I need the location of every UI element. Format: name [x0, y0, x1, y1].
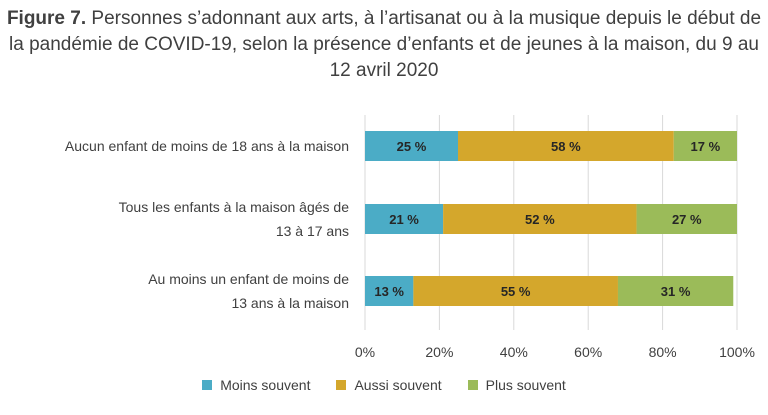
bar-value-label: 21 % — [389, 212, 419, 227]
bar-value-label: 58 % — [551, 139, 581, 154]
x-tick-label: 100% — [719, 344, 755, 360]
bar-segment — [673, 131, 737, 161]
chart-title: Figure 7. Personnes s’adonnant aux arts,… — [0, 6, 768, 84]
bar-value-label: 13 % — [374, 284, 404, 299]
bar-segment — [365, 204, 444, 234]
legend-swatch — [202, 380, 213, 390]
bar-value-label: 31 % — [661, 284, 691, 299]
legend-item: Plus souvent — [467, 375, 566, 395]
figure-number: Figure 7. — [6, 8, 87, 29]
bar-value-label: 27 % — [672, 212, 702, 227]
legend-item: Moins souvent — [202, 375, 310, 395]
x-tick-label: 40% — [500, 344, 528, 360]
bar-segment — [636, 204, 737, 234]
legend-label: Plus souvent — [485, 377, 566, 393]
category-label: 13 ans à la maison — [231, 295, 349, 311]
legend-item: Aussi souvent — [336, 375, 442, 395]
legend-label: Moins souvent — [220, 377, 311, 393]
x-tick-label: 60% — [574, 344, 602, 360]
bar-segment — [443, 204, 637, 234]
bar-segment — [617, 276, 734, 306]
legend: Moins souvent Aussi souvent Plus souvent — [0, 375, 768, 395]
x-tick-label: 80% — [649, 344, 677, 360]
bar-segment — [458, 131, 674, 161]
chart: 0% 20% 40% 60% 80% 100% 25 % 58 % 17 % Aucun enfa… — [65, 115, 755, 360]
x-tick-label: 0% — [355, 344, 375, 360]
bar-segment — [413, 276, 618, 306]
category-label: Tous les enfants à la maison âgés de — [119, 199, 350, 215]
legend-swatch — [336, 380, 347, 390]
category-label: Aucun enfant de moins de 18 ans à la mai… — [65, 138, 349, 154]
bar-segment — [365, 131, 458, 161]
category-label: Au moins un enfant de moins de — [148, 271, 349, 287]
x-tick-label: 20% — [425, 344, 453, 360]
bar-segment — [365, 276, 414, 306]
bar-value-label: 52 % — [525, 212, 555, 227]
category-label: 13 à 17 ans — [276, 223, 349, 239]
legend-label: Aussi souvent — [354, 377, 442, 393]
title-text: Personnes s’adonnant aux arts, à l’artis… — [9, 8, 762, 81]
legend-swatch — [467, 380, 478, 390]
bar-value-label: 25 % — [397, 139, 427, 154]
bar-value-label: 17 % — [691, 139, 721, 154]
bar-value-label: 55 % — [501, 284, 531, 299]
